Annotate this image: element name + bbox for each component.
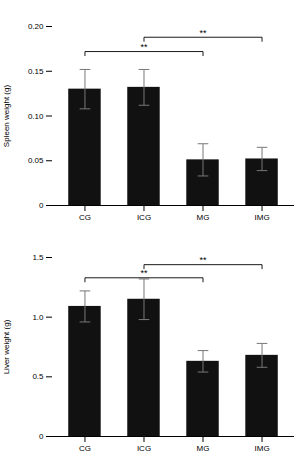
svg-text:Spleen weight (g): Spleen weight (g) <box>2 85 11 148</box>
svg-text:0.20: 0.20 <box>28 22 44 31</box>
svg-text:**: ** <box>200 255 208 265</box>
svg-text:**: ** <box>140 42 148 52</box>
svg-text:1.0: 1.0 <box>32 313 44 322</box>
svg-text:Liver weight (g): Liver weight (g) <box>2 319 11 374</box>
svg-text:**: ** <box>200 28 208 38</box>
svg-text:0.5: 0.5 <box>32 372 44 381</box>
svg-text:0.15: 0.15 <box>28 67 44 76</box>
svg-text:0: 0 <box>39 201 44 210</box>
svg-text:MG: MG <box>197 444 210 453</box>
svg-text:IMG: IMG <box>254 213 269 222</box>
svg-text:1.5: 1.5 <box>32 253 44 262</box>
svg-text:ICG: ICG <box>137 213 151 222</box>
svg-text:CG: CG <box>79 213 91 222</box>
svg-text:0: 0 <box>39 432 44 441</box>
svg-text:MG: MG <box>197 213 210 222</box>
svg-text:CG: CG <box>79 444 91 453</box>
svg-text:0.10: 0.10 <box>28 112 44 121</box>
svg-text:**: ** <box>140 268 148 278</box>
svg-text:ICG: ICG <box>137 444 151 453</box>
svg-text:0.05: 0.05 <box>28 156 44 165</box>
svg-text:IMG: IMG <box>254 444 269 453</box>
